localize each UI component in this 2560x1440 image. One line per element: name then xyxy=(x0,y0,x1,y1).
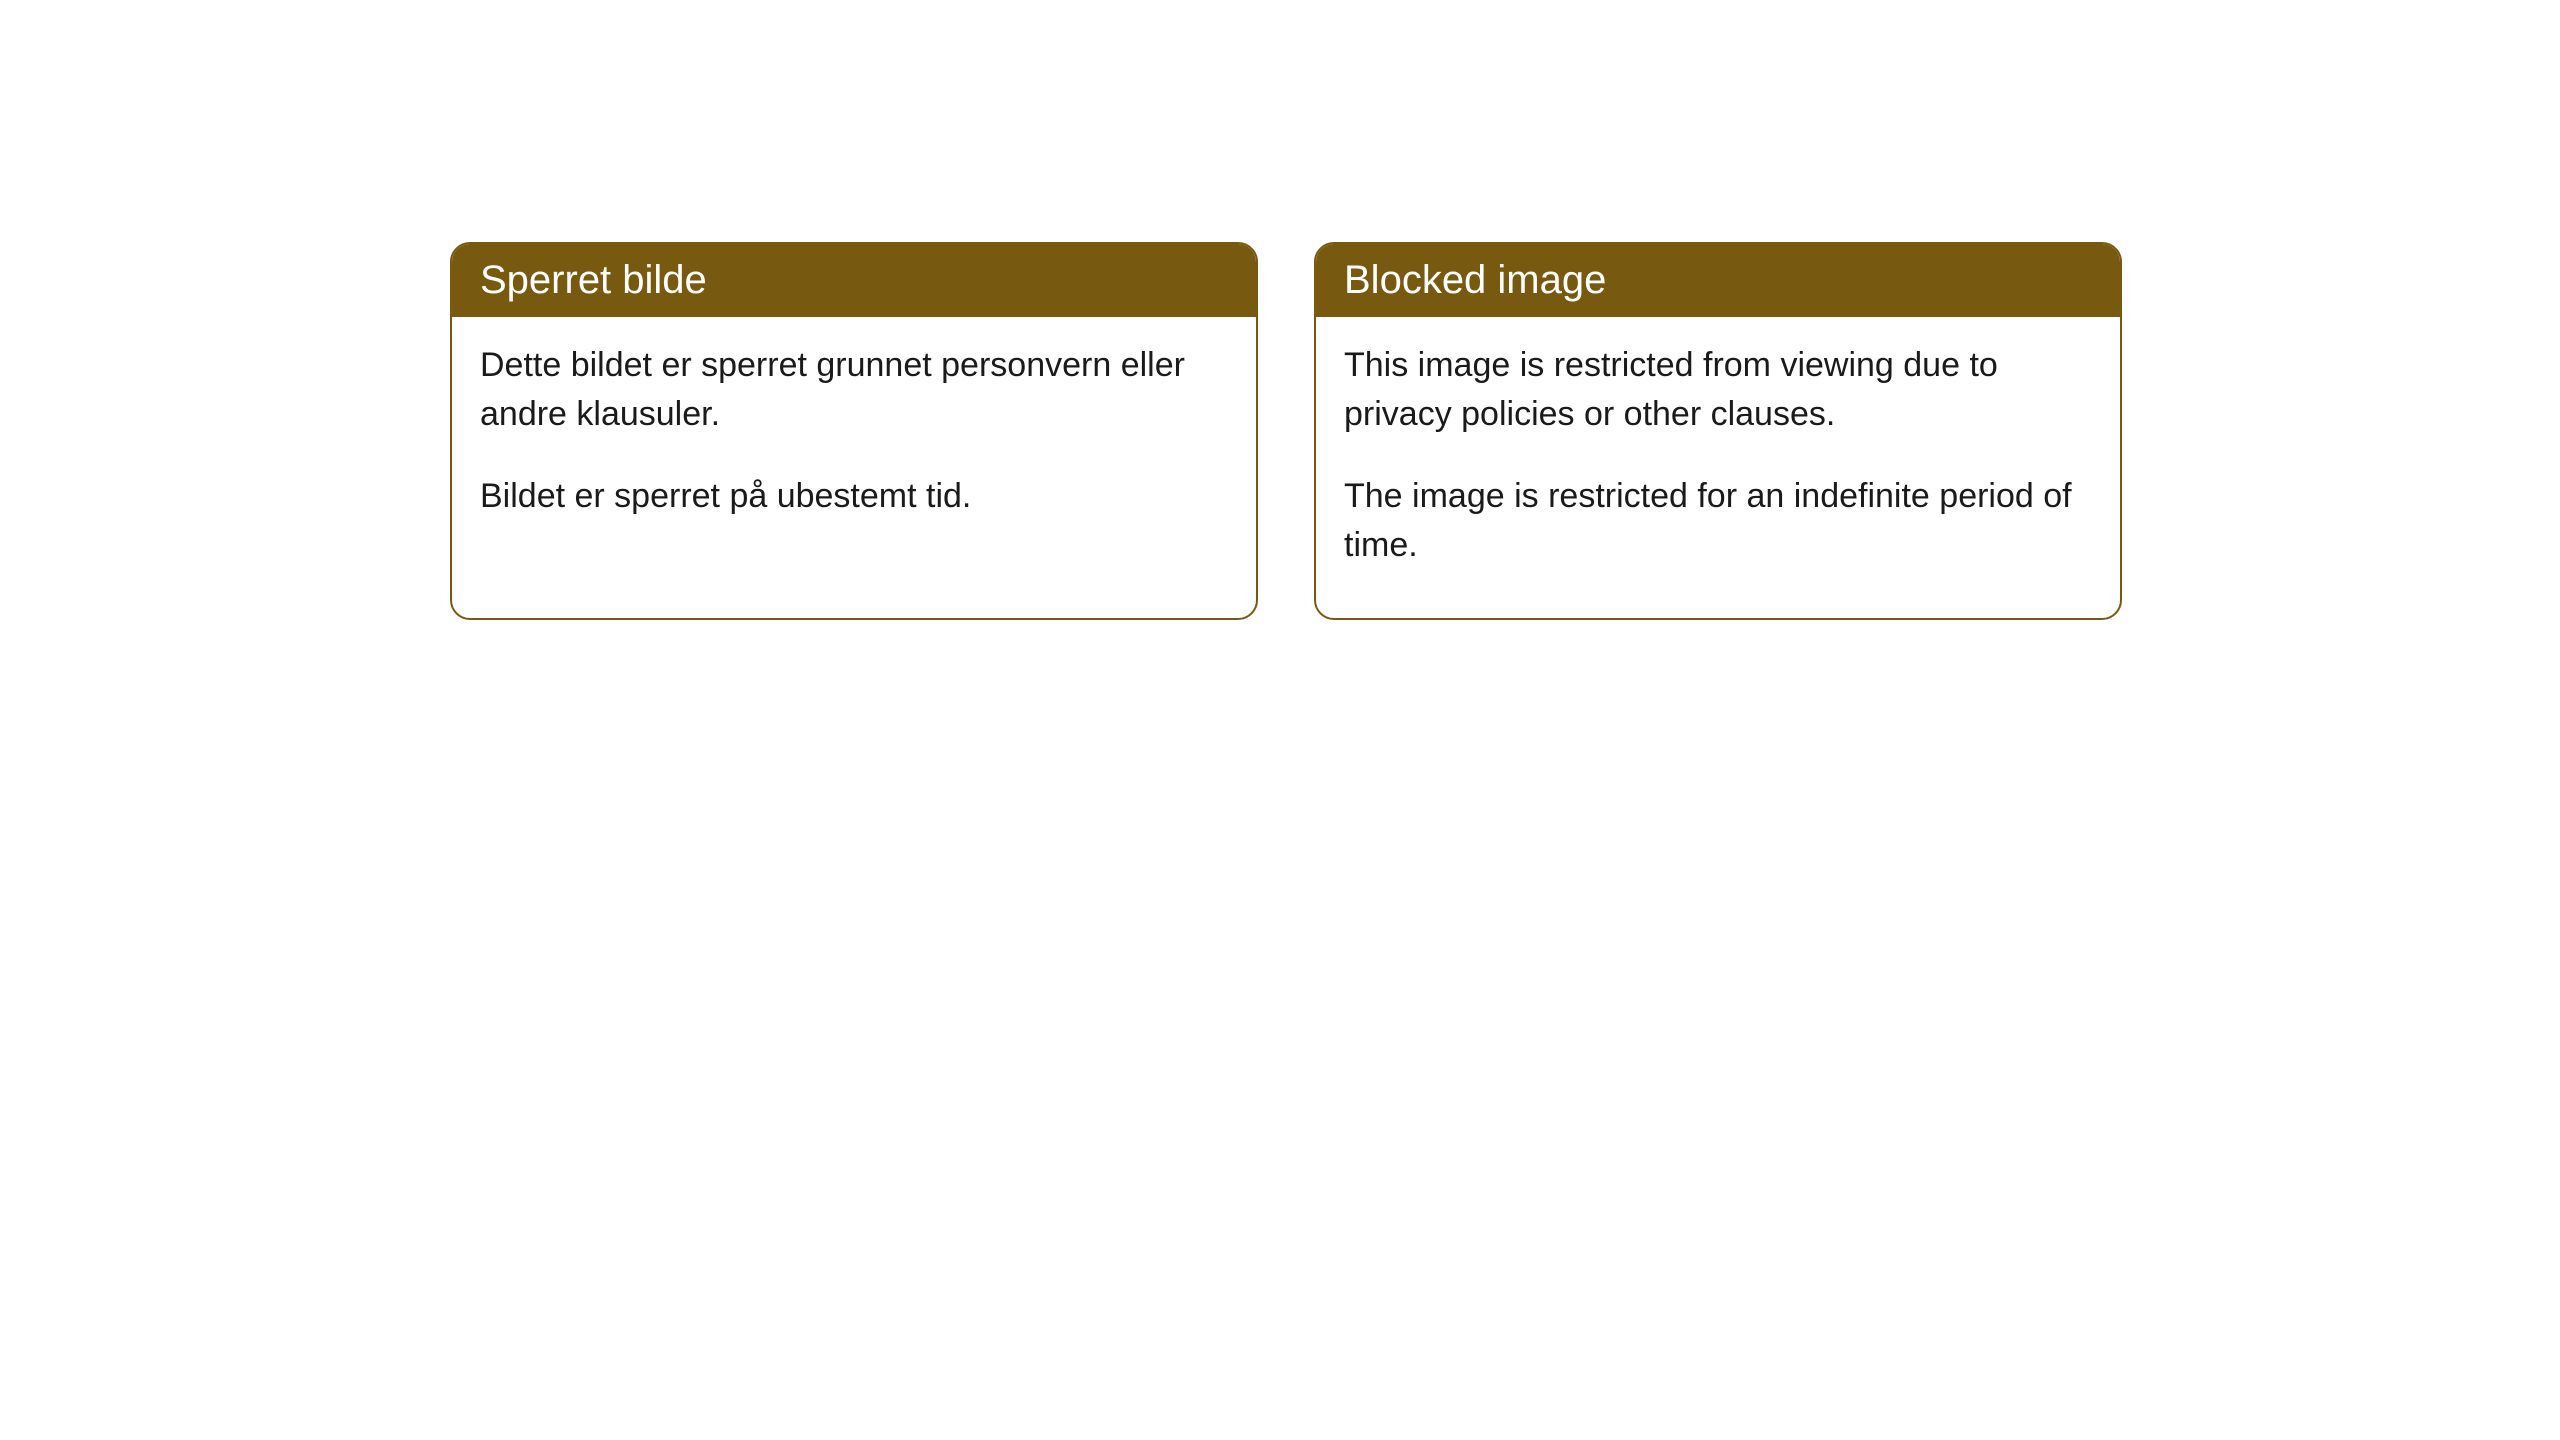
card-title: Blocked image xyxy=(1344,258,1606,302)
card-paragraph: Dette bildet er sperret grunnet personve… xyxy=(480,341,1228,440)
card-header-norwegian: Sperret bilde xyxy=(452,244,1256,317)
card-paragraph: This image is restricted from viewing du… xyxy=(1344,341,2092,440)
cards-container: Sperret bilde Dette bildet er sperret gr… xyxy=(450,242,2122,620)
card-header-english: Blocked image xyxy=(1316,244,2120,317)
card-paragraph: The image is restricted for an indefinit… xyxy=(1344,472,2092,571)
card-body-english: This image is restricted from viewing du… xyxy=(1316,317,2120,618)
card-english: Blocked image This image is restricted f… xyxy=(1314,242,2122,620)
card-paragraph: Bildet er sperret på ubestemt tid. xyxy=(480,472,1228,521)
card-title: Sperret bilde xyxy=(480,258,707,302)
card-norwegian: Sperret bilde Dette bildet er sperret gr… xyxy=(450,242,1258,620)
card-body-norwegian: Dette bildet er sperret grunnet personve… xyxy=(452,317,1256,569)
